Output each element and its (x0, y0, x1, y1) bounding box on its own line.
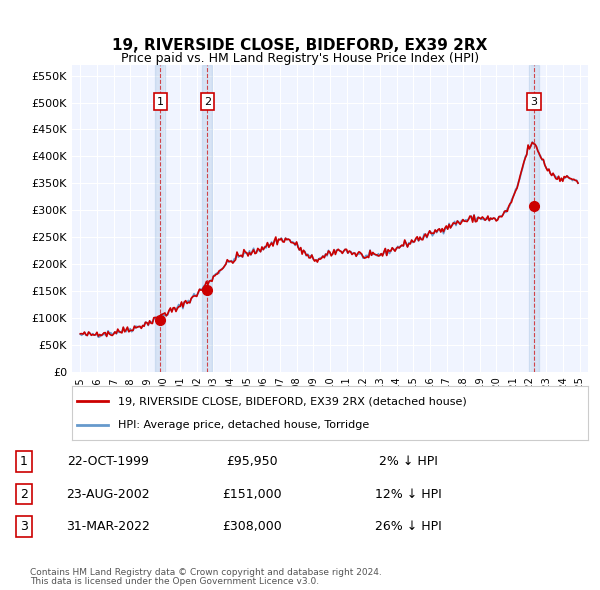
Text: Price paid vs. HM Land Registry's House Price Index (HPI): Price paid vs. HM Land Registry's House … (121, 52, 479, 65)
Bar (155, 65, 166, 372)
Text: 2: 2 (20, 487, 28, 501)
Bar (202, 65, 212, 372)
Text: £308,000: £308,000 (222, 520, 282, 533)
Text: This data is licensed under the Open Government Licence v3.0.: This data is licensed under the Open Gov… (30, 577, 319, 586)
Text: HPI: Average price, detached house, Torridge: HPI: Average price, detached house, Torr… (118, 419, 370, 430)
Text: 12% ↓ HPI: 12% ↓ HPI (374, 487, 442, 501)
Text: 31-MAR-2022: 31-MAR-2022 (66, 520, 150, 533)
Text: 1: 1 (20, 455, 28, 468)
Text: 2% ↓ HPI: 2% ↓ HPI (379, 455, 437, 468)
Text: 19, RIVERSIDE CLOSE, BIDEFORD, EX39 2RX: 19, RIVERSIDE CLOSE, BIDEFORD, EX39 2RX (112, 38, 488, 53)
Text: 22-OCT-1999: 22-OCT-1999 (67, 455, 149, 468)
Text: 19, RIVERSIDE CLOSE, BIDEFORD, EX39 2RX (detached house): 19, RIVERSIDE CLOSE, BIDEFORD, EX39 2RX … (118, 396, 467, 407)
Text: Contains HM Land Registry data © Crown copyright and database right 2024.: Contains HM Land Registry data © Crown c… (30, 568, 382, 577)
Text: 26% ↓ HPI: 26% ↓ HPI (374, 520, 442, 533)
Bar (529, 65, 539, 372)
Text: £95,950: £95,950 (226, 455, 278, 468)
Text: 2: 2 (204, 97, 211, 107)
Text: £151,000: £151,000 (222, 487, 282, 501)
Text: 23-AUG-2002: 23-AUG-2002 (66, 487, 150, 501)
Text: 3: 3 (20, 520, 28, 533)
Text: 3: 3 (530, 97, 538, 107)
Text: 1: 1 (157, 97, 164, 107)
